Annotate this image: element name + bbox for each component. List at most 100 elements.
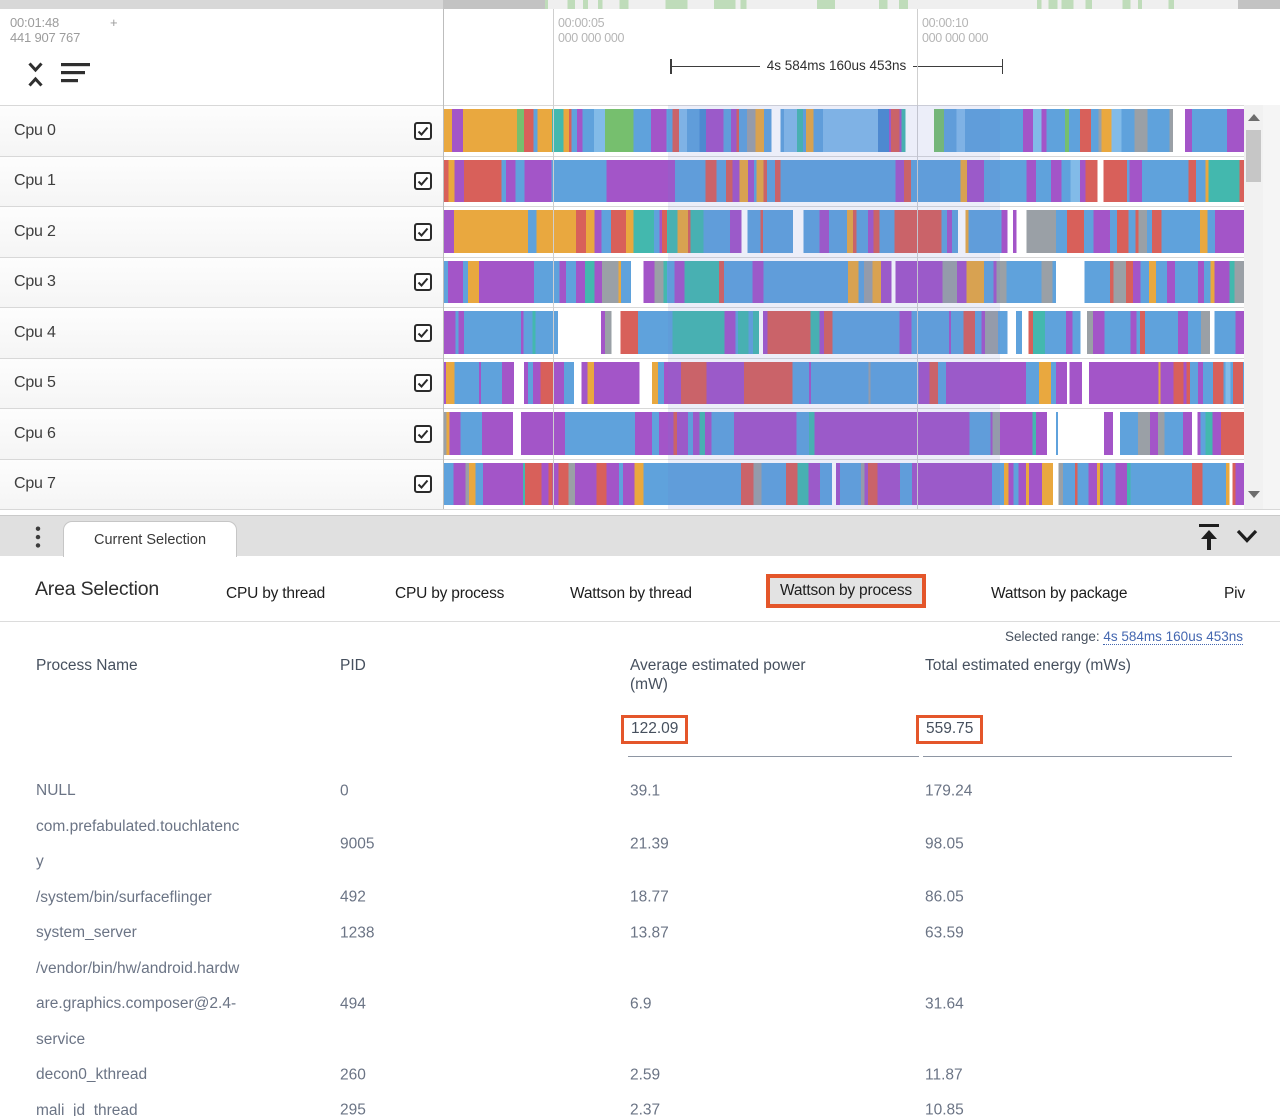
avg-power-cell: 39.1	[630, 782, 661, 799]
triangle-down-icon[interactable]	[1247, 491, 1260, 498]
track-shell[interactable]: Cpu 6	[0, 409, 443, 459]
kebab-menu-icon[interactable]	[31, 525, 45, 551]
track-label: Cpu 6	[14, 424, 56, 442]
track-slices[interactable]	[444, 361, 1246, 404]
track-row[interactable]: Cpu 1	[0, 155, 1280, 206]
total-energy-cell: 11.87	[925, 1066, 963, 1083]
track-checkbox-checked[interactable]	[414, 424, 432, 443]
track-row[interactable]: Cpu 5	[0, 357, 1280, 408]
tab-cpu-by-thread[interactable]: CPU by thread	[226, 585, 326, 602]
triangle-up-icon[interactable]	[1247, 114, 1260, 121]
track-shell[interactable]: Cpu 2	[0, 207, 443, 257]
tracks-right-margin	[1263, 105, 1280, 509]
track-row[interactable]: Cpu 2	[0, 206, 1280, 257]
checked-checkbox-icon	[414, 172, 432, 191]
track-slices[interactable]	[444, 210, 1246, 253]
column-header-process-name[interactable]: Process Name	[36, 657, 138, 674]
track-shell[interactable]: Cpu 5	[0, 358, 443, 408]
track-label: Cpu 1	[14, 172, 56, 190]
track-row[interactable]: Cpu 7	[0, 458, 1280, 509]
tab-cpu-by-process[interactable]: CPU by process	[395, 585, 505, 602]
column-header-avg-power[interactable]: Average estimated power (mW)	[630, 657, 806, 693]
minimap-shade-right	[1238, 0, 1280, 9]
panel-divider	[0, 621, 1280, 622]
track-row[interactable]: Cpu 3	[0, 256, 1280, 307]
track-label: Cpu 5	[14, 374, 56, 392]
table-row[interactable]: /system/bin/surfaceflinger 492 18.77 86.…	[35, 880, 1235, 916]
track-checkbox-checked[interactable]	[414, 374, 432, 393]
checked-checkbox-icon	[414, 273, 432, 292]
avg-power-cell: 21.39	[630, 835, 669, 853]
track-shell[interactable]: Cpu 4	[0, 308, 443, 358]
avg-power-cell: 2.37	[630, 1101, 661, 1116]
track-checkbox-checked[interactable]	[414, 323, 432, 342]
selection-duration-bracket: 4s 584ms 160us 453ns	[670, 58, 1004, 75]
tab-wattson-by-thread[interactable]: Wattson by thread	[570, 585, 692, 602]
column-header-pid[interactable]: PID	[340, 657, 366, 674]
sort-icon[interactable]	[61, 62, 91, 84]
pid-cell: 1238	[340, 924, 375, 941]
total-energy-cell: 179.24	[925, 782, 973, 799]
table-row[interactable]: decon0_kthread 260 2.59 11.87	[35, 1057, 1235, 1093]
process-name-cell: /vendor/bin/hw/android.hardware.graphics…	[36, 959, 240, 1048]
column-header-total-energy[interactable]: Total estimated energy (mWs)	[925, 657, 1131, 674]
tab-piv[interactable]: Piv	[1224, 585, 1245, 602]
panel-drag-handle[interactable]: Current Selection	[0, 515, 1280, 557]
unfold-less-icon[interactable]	[28, 62, 43, 87]
track-slices[interactable]	[444, 462, 1246, 505]
process-name-cell: /system/bin/surfaceflinger	[36, 888, 212, 906]
ruler-timestamp: 00:00:10 000 000 000	[922, 16, 989, 45]
selected-range-link[interactable]: 4s 584ms 160us 453ns	[1103, 629, 1243, 645]
pid-cell: 494	[340, 995, 366, 1012]
track-checkbox-checked[interactable]	[414, 121, 432, 140]
table-row[interactable]: com.prefabulated.touchlatency 9005 21.39…	[35, 809, 1235, 880]
tracks-scrollbar[interactable]	[1244, 105, 1263, 509]
track-checkbox-checked[interactable]	[414, 273, 432, 292]
track-checkbox-checked[interactable]	[414, 222, 432, 241]
track-shell[interactable]: Cpu 0	[0, 106, 443, 156]
shell-track-boundary	[443, 9, 444, 509]
total-energy-cell: 10.85	[925, 1101, 964, 1116]
timeline-minimap[interactable]	[0, 0, 1280, 9]
track-shell[interactable]: Cpu 1	[0, 156, 443, 206]
track-shell[interactable]: Cpu 3	[0, 257, 443, 307]
header-underline	[923, 756, 1232, 757]
track-slices[interactable]	[444, 109, 1246, 152]
tab-current-selection-label: Current Selection	[93, 531, 207, 548]
track-slices[interactable]	[444, 311, 1246, 354]
checked-checkbox-icon	[414, 222, 432, 241]
pid-cell: 492	[340, 888, 366, 906]
table-row[interactable]: mali_jd_thread 295 2.37 10.85	[35, 1093, 1235, 1116]
track-slices[interactable]	[444, 159, 1246, 202]
selected-range: Selected range: 4s 584ms 160us 453ns	[1005, 629, 1243, 645]
table-row[interactable]: NULL 0 39.1 179.24	[35, 773, 1235, 809]
process-name-cell: com.prefabulated.touchlatency	[36, 817, 240, 871]
track-slices[interactable]	[444, 412, 1246, 455]
origin-plus: +	[110, 15, 118, 30]
chevron-down-icon[interactable]	[1236, 529, 1258, 543]
timeline-ruler[interactable]: 00:01:48 + 441 907 767 4s 584ms 160us 453…	[0, 9, 1280, 105]
track-row[interactable]: Cpu 0	[0, 105, 1280, 156]
track-checkbox-checked[interactable]	[414, 475, 432, 494]
tab-wattson-by-package[interactable]: Wattson by package	[991, 585, 1128, 602]
tracks-scrollbar-thumb[interactable]	[1246, 130, 1261, 182]
track-label: Cpu 3	[14, 273, 56, 291]
track-row[interactable]: Cpu 6	[0, 408, 1280, 459]
track-slices[interactable]	[444, 260, 1246, 303]
total-energy-highlighted: 559.75	[916, 715, 984, 744]
tab-wattson-by-process[interactable]: Wattson by process	[766, 574, 926, 608]
track-checkbox-checked[interactable]	[414, 172, 432, 191]
track-shell[interactable]: Cpu 7	[0, 459, 443, 509]
track-label: Cpu 4	[14, 323, 56, 341]
table-row[interactable]: /vendor/bin/hw/android.hardware.graphics…	[35, 951, 1235, 1058]
tab-current-selection[interactable]: Current Selection	[63, 521, 237, 557]
track-label: Cpu 2	[14, 222, 56, 240]
checked-checkbox-icon	[414, 475, 432, 494]
table-row[interactable]: system_server 1238 13.87 63.59	[35, 915, 1235, 951]
total-energy-cell: 98.05	[925, 835, 964, 853]
process-name-cell: system_server	[36, 924, 137, 941]
track-row[interactable]: Cpu 4	[0, 307, 1280, 358]
checked-checkbox-icon	[414, 424, 432, 443]
minimap-shade-left	[443, 0, 545, 9]
upload-arrow-icon[interactable]	[1196, 521, 1222, 551]
